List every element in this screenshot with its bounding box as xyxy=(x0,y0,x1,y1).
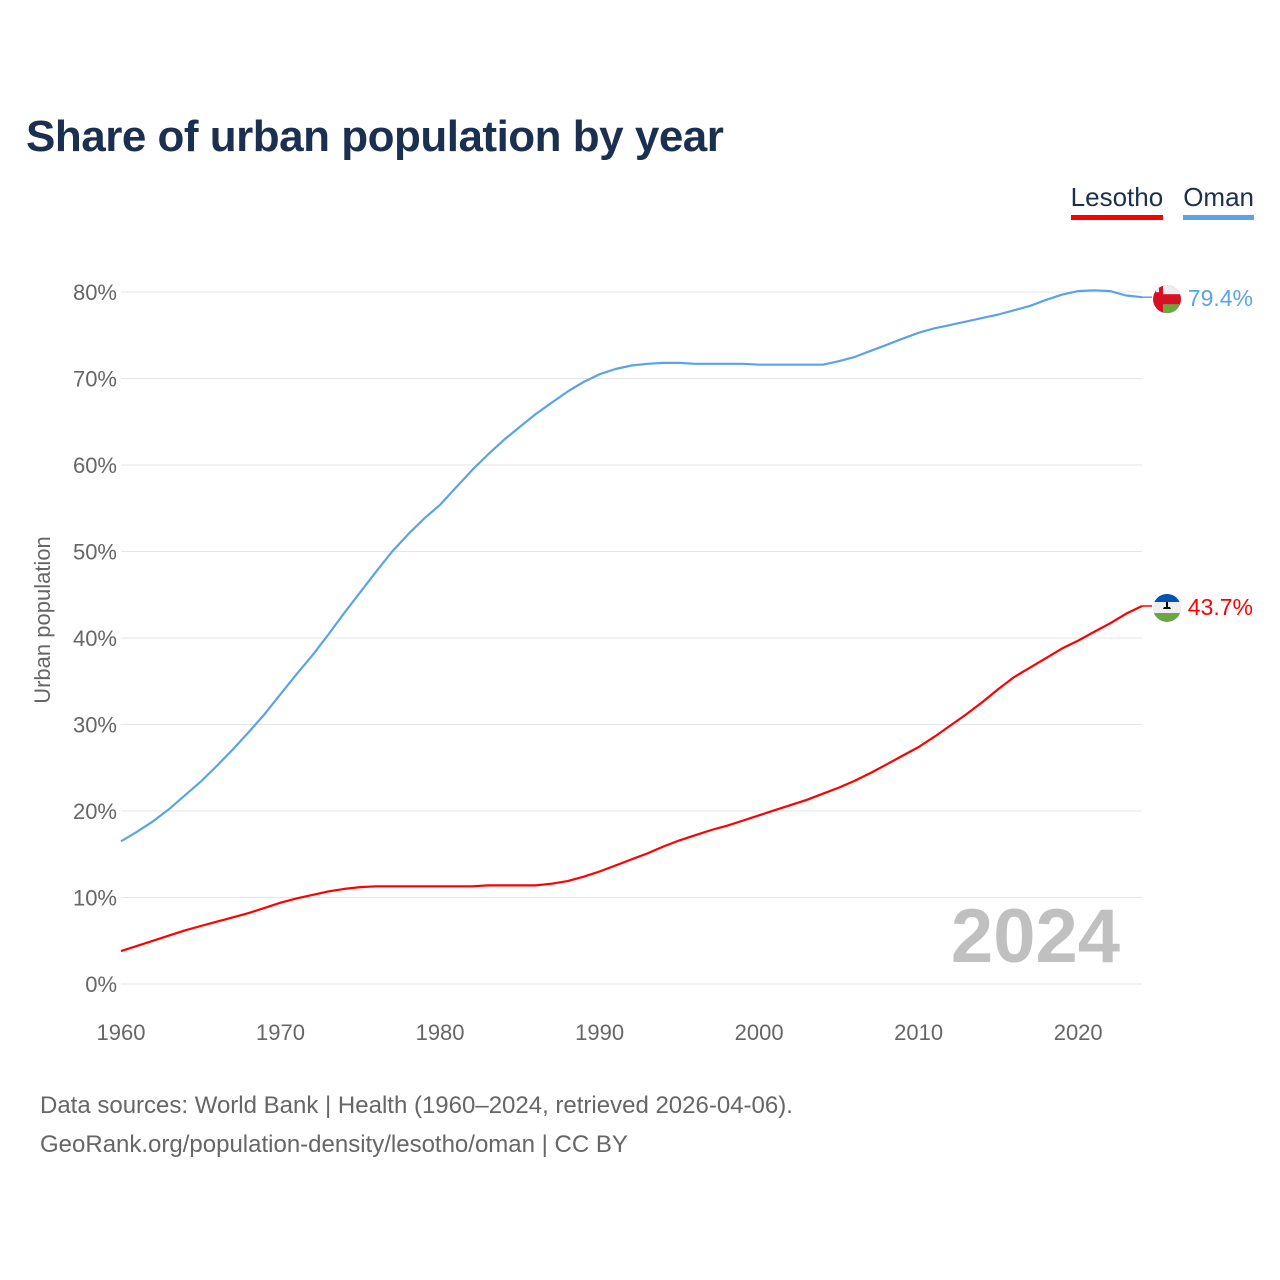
chart-title: Share of urban population by year xyxy=(26,112,724,161)
x-tick-label: 1960 xyxy=(97,1020,146,1045)
y-tick-label: 50% xyxy=(73,540,117,565)
footer-sources: Data sources: World Bank | Health (1960–… xyxy=(40,1092,793,1119)
y-axis-label: Urban population xyxy=(30,536,55,704)
x-tick-label: 2000 xyxy=(735,1020,784,1045)
x-tick-label: 1980 xyxy=(416,1020,465,1045)
y-tick-label: 60% xyxy=(73,453,117,478)
x-tick-label: 2020 xyxy=(1054,1020,1103,1045)
y-tick-label: 40% xyxy=(73,626,117,651)
legend-item-oman[interactable]: Oman xyxy=(1183,182,1254,220)
lesotho-flag-icon xyxy=(1153,593,1181,622)
x-tick-label: 1970 xyxy=(256,1020,305,1045)
footer-link[interactable]: GeoRank.org/population-density/lesotho/o… xyxy=(40,1131,628,1158)
series-line-lesotho[interactable] xyxy=(120,605,1143,953)
footer: Data sources: World Bank | Health (1960–… xyxy=(40,1086,793,1164)
y-tick-label: 0% xyxy=(85,972,117,997)
x-tick-label: 1990 xyxy=(575,1020,624,1045)
year-watermark: 2024 xyxy=(951,894,1120,979)
oman-flag-icon xyxy=(1153,285,1181,314)
legend: Lesotho Oman xyxy=(1070,182,1254,220)
legend-item-lesotho[interactable]: Lesotho xyxy=(1070,182,1164,220)
end-label-oman: 79.4% xyxy=(1188,285,1253,311)
y-tick-label: 20% xyxy=(73,799,117,824)
series-line-oman[interactable] xyxy=(120,289,1143,843)
y-tick-label: 10% xyxy=(73,886,117,911)
y-tick-label: 30% xyxy=(73,713,117,738)
y-tick-label: 70% xyxy=(73,367,117,392)
y-tick-label: 80% xyxy=(73,280,117,305)
end-label-lesotho: 43.7% xyxy=(1188,594,1253,620)
x-tick-label: 2010 xyxy=(894,1020,943,1045)
